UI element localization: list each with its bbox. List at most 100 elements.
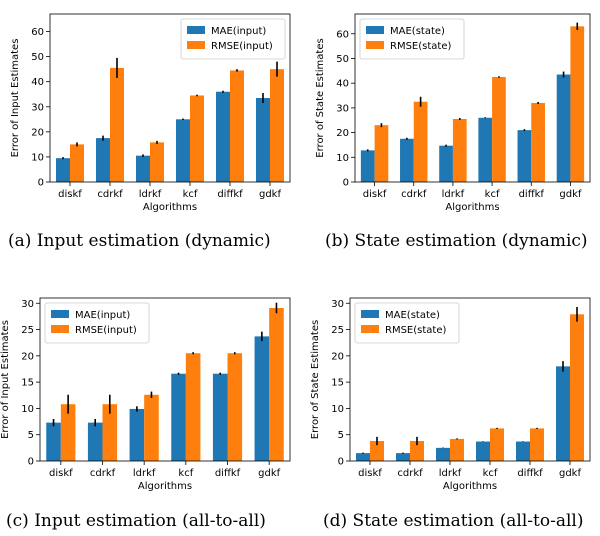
y-tick-label: 10: [331, 404, 344, 415]
bar-mae: [216, 91, 230, 182]
bar-rmse: [270, 69, 284, 182]
bar-rmse: [490, 428, 504, 461]
bar-rmse: [185, 353, 201, 461]
y-tick-label: 25: [331, 325, 344, 336]
bar-mae: [129, 408, 145, 461]
y-tick-label: 30: [21, 299, 34, 310]
y-tick-label: 30: [331, 299, 344, 310]
legend: MAE(state) RMSE(state): [354, 302, 460, 344]
bar-mae: [360, 150, 375, 182]
bar-mae: [556, 366, 570, 461]
bar-rmse: [102, 404, 118, 461]
y-tick-label: 0: [338, 457, 344, 468]
y-tick-label: 50: [31, 52, 44, 63]
y-tick-label: 0: [38, 178, 44, 189]
bar-rmse: [450, 438, 464, 461]
bar-mae: [56, 158, 70, 182]
x-tick-label: kcf: [178, 468, 193, 479]
x-tick-label: gdkf: [259, 189, 281, 200]
x-tick-label: ldrkf: [442, 189, 465, 200]
y-tick-label: 30: [336, 103, 349, 114]
x-tick-label: kcf: [183, 189, 198, 200]
bar-rmse: [530, 428, 544, 461]
legend-label: MAE(state): [390, 26, 445, 37]
chart-svg: 0 5 10 15 20 25 30 diskf cdrkf ldrkf kcf diffkf gdkf…: [0, 297, 291, 492]
legend-label: MAE(input): [211, 26, 266, 37]
legend-box: [180, 18, 286, 60]
bar-rmse: [269, 307, 284, 461]
y-tick-label: 20: [331, 351, 344, 362]
bar-rmse: [70, 144, 84, 182]
bar-mae: [356, 453, 370, 461]
bar-mae: [400, 138, 414, 182]
x-tick-label: diskf: [363, 189, 387, 200]
bar-rmse: [492, 77, 506, 182]
chart-panel-a: 0 10 20 30 40 50 60 diskf cdrkf ldrkf kcf diffkf gdk…: [0, 0, 300, 220]
x-axis-title: Algorithms: [143, 202, 197, 213]
y-tick-label: 5: [338, 430, 344, 441]
bar-mae: [436, 447, 450, 461]
y-tick-label: 60: [336, 29, 349, 40]
bar-rmse: [413, 101, 428, 182]
legend-box: [44, 302, 150, 344]
bar-mae: [556, 74, 571, 182]
x-tick-label: cdrkf: [401, 189, 427, 200]
bar-rmse: [230, 70, 244, 182]
bar-rmse: [531, 102, 545, 182]
bar-rmse: [570, 314, 584, 461]
y-tick-label: 50: [336, 54, 349, 65]
plot-frame: [349, 297, 591, 462]
y-axis-title: Error of Input Estimates: [0, 320, 11, 439]
x-tick-label: cdrkf: [97, 189, 123, 200]
y-tick-label: 10: [336, 153, 349, 164]
legend-label: MAE(input): [75, 310, 130, 321]
legend-swatch: [187, 26, 205, 34]
chart-svg: 0 10 20 30 40 50 60 diskf cdrkf ldrkf kcf diffkf gdk…: [315, 13, 591, 213]
x-tick-label: diffkf: [217, 189, 243, 200]
x-tick-label: diffkf: [517, 468, 543, 479]
caption-b: (b) State estimation (dynamic): [325, 231, 588, 251]
bar-rmse: [374, 125, 389, 182]
legend-swatch: [366, 26, 384, 34]
y-tick-label: 0: [343, 178, 349, 189]
legend-swatch: [187, 41, 205, 49]
bar-mae: [176, 119, 190, 182]
y-axis-title: Error of Input Estimates: [10, 39, 21, 158]
bar-rmse: [370, 441, 384, 461]
legend-swatch: [366, 41, 384, 49]
legend-box: [354, 302, 460, 344]
y-tick-label: 40: [31, 77, 44, 88]
legend-label: MAE(state): [385, 310, 440, 321]
bar-mae: [46, 422, 61, 461]
y-tick-label: 10: [21, 404, 34, 415]
legend-swatch: [51, 325, 69, 333]
chart-panel-c: 0 5 10 15 20 25 30 diskf cdrkf ldrkf kcf diffkf gdkf…: [0, 288, 300, 498]
x-tick-label: diffkf: [519, 189, 545, 200]
plot-frame: [354, 13, 591, 183]
y-tick-label: 40: [336, 79, 349, 90]
legend-swatch: [51, 310, 69, 318]
legend: MAE(state) RMSE(state): [359, 18, 465, 60]
y-tick-label: 0: [28, 457, 34, 468]
bar-rmse: [570, 26, 585, 183]
bar-rmse: [410, 441, 424, 461]
bar-rmse: [150, 142, 164, 182]
bar-mae: [516, 441, 530, 461]
y-axis-title: Error of State Estimates: [310, 320, 321, 439]
x-axis-title: Algorithms: [445, 202, 499, 213]
x-tick-label: gdkf: [559, 468, 581, 479]
y-tick-label: 5: [28, 430, 34, 441]
chart-svg: 0 5 10 15 20 25 30 diskf cdrkf ldrkf kcf diffkf gdkf…: [310, 297, 591, 492]
chart-panel-b: 0 10 20 30 40 50 60 diskf cdrkf ldrkf kcf diffkf gdk…: [300, 0, 600, 220]
plot-frame: [39, 297, 291, 462]
bar-mae: [396, 453, 410, 461]
x-tick-label: ldrkf: [133, 468, 156, 479]
x-tick-label: diskf: [58, 189, 82, 200]
y-tick-label: 20: [336, 128, 349, 139]
y-tick-label: 25: [21, 325, 34, 336]
x-tick-label: diskf: [49, 468, 73, 479]
bar-mae: [136, 155, 150, 182]
x-tick-label: cdrkf: [90, 468, 116, 479]
legend-box: [359, 18, 465, 60]
x-tick-label: kcf: [483, 468, 498, 479]
